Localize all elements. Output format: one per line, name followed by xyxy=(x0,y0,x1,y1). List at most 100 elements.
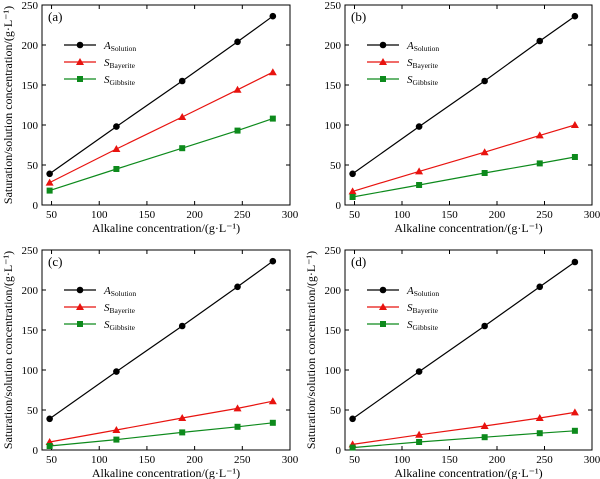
x-tick-label: 250 xyxy=(536,209,553,221)
panel-label: (a) xyxy=(48,9,62,24)
y-tick-label: 200 xyxy=(22,40,39,52)
data-point-gibbsite xyxy=(113,166,120,172)
data-point-solution xyxy=(178,322,186,330)
legend-label-bayerite: SBayerite xyxy=(407,57,439,70)
data-point-bayerite xyxy=(268,397,277,405)
data-point-solution xyxy=(481,77,488,85)
series-line-bayerite xyxy=(49,71,274,184)
y-tick-label: 200 xyxy=(22,285,39,297)
x-tick-label: 50 xyxy=(46,454,58,466)
data-point-solution xyxy=(571,12,579,20)
panel-label: (c) xyxy=(48,254,62,269)
data-point-bayerite xyxy=(178,414,187,421)
data-point-gibbsite xyxy=(46,443,53,449)
panel-label: (d) xyxy=(351,254,366,269)
data-point-gibbsite xyxy=(416,182,423,188)
x-tick-label: 200 xyxy=(186,209,203,221)
x-tick-label: 200 xyxy=(186,454,203,466)
legend-marker xyxy=(76,286,84,294)
panel-a: 50 100 150 200 250 300050100150200250Alkaline… xyxy=(1,0,299,235)
data-point-solution xyxy=(46,170,53,178)
legend-marker xyxy=(77,76,83,82)
x-tick-label: 300 xyxy=(584,454,600,466)
data-point-gibbsite xyxy=(481,434,488,441)
legend-marker xyxy=(380,321,386,327)
legend-marker xyxy=(76,41,84,49)
plot-frame xyxy=(344,4,593,206)
plot-frame xyxy=(41,249,291,451)
data-point-gibbsite xyxy=(179,429,186,436)
y-tick-label: 150 xyxy=(325,80,342,92)
panel-label: (b) xyxy=(351,9,366,24)
x-tick-label: 150 xyxy=(441,454,458,466)
y-tick-label: 150 xyxy=(325,325,342,337)
data-point-solution xyxy=(349,415,356,423)
y-tick-label: 150 xyxy=(22,80,39,92)
y-tick-label: 50 xyxy=(27,160,39,172)
data-point-solution xyxy=(234,283,241,291)
data-point-bayerite xyxy=(112,426,121,433)
data-point-bayerite xyxy=(268,68,277,76)
y-tick-label: 50 xyxy=(330,160,342,172)
data-point-gibbsite xyxy=(269,419,276,426)
data-point-gibbsite xyxy=(46,187,53,194)
data-point-bayerite xyxy=(535,131,544,139)
data-point-gibbsite xyxy=(179,145,186,152)
data-point-solution xyxy=(349,170,356,178)
data-point-solution xyxy=(415,123,423,130)
y-tick-label: 250 xyxy=(325,245,342,257)
x-axis-label: Alkaline concentration/(g·L⁻¹) xyxy=(394,466,542,479)
legend-label-gibbsite: SGibbsite xyxy=(104,74,136,87)
data-point-bayerite xyxy=(535,414,544,421)
x-tick-label: 250 xyxy=(234,454,251,466)
data-point-solution xyxy=(269,257,277,265)
data-point-bayerite xyxy=(112,145,121,152)
plot-frame xyxy=(344,249,593,451)
y-tick-label: 200 xyxy=(325,285,342,297)
y-tick-label: 150 xyxy=(22,325,39,337)
data-point-solution xyxy=(113,368,120,375)
data-point-bayerite xyxy=(45,178,54,186)
data-point-gibbsite xyxy=(234,127,241,134)
data-point-solution xyxy=(269,12,277,20)
legend-label-solution: ASolution xyxy=(406,285,439,298)
data-point-bayerite xyxy=(233,85,242,93)
legend-marker xyxy=(379,303,387,310)
y-tick-label: 250 xyxy=(22,0,39,12)
legend-label-solution: ASolution xyxy=(103,285,136,298)
data-point-gibbsite xyxy=(481,170,488,176)
data-point-bayerite xyxy=(480,422,489,429)
y-tick-label: 0 xyxy=(336,200,342,212)
legend-marker xyxy=(76,58,84,65)
y-tick-label: 100 xyxy=(325,365,342,377)
legend-label-gibbsite: SGibbsite xyxy=(104,319,136,332)
x-tick-label: 50 xyxy=(46,209,58,221)
legend-label-gibbsite: SGibbsite xyxy=(407,319,439,332)
data-point-gibbsite xyxy=(349,444,356,451)
legend-label-bayerite: SBayerite xyxy=(407,302,439,315)
y-tick-label: 50 xyxy=(330,405,342,417)
x-axis-label: Alkaline concentration/(g·L⁻¹) xyxy=(92,466,240,479)
x-tick-label: 150 xyxy=(139,454,156,466)
series-line-bayerite xyxy=(49,400,273,443)
data-point-bayerite xyxy=(570,408,579,416)
y-tick-label: 0 xyxy=(33,200,39,212)
x-axis-label: Alkaline concentration/(g·L⁻¹) xyxy=(92,221,240,235)
data-point-bayerite xyxy=(415,430,424,438)
data-point-bayerite xyxy=(178,113,187,120)
y-tick-label: 100 xyxy=(22,365,39,377)
legend-label-bayerite: SBayerite xyxy=(104,302,136,315)
y-tick-label: 250 xyxy=(325,0,342,12)
legend-marker xyxy=(379,41,387,49)
y-tick-label: 50 xyxy=(27,405,39,417)
data-point-gibbsite xyxy=(269,115,276,122)
legend-marker xyxy=(76,303,84,310)
x-tick-label: 50 xyxy=(349,454,361,466)
data-point-solution xyxy=(415,368,423,375)
legend-marker xyxy=(379,58,387,65)
x-tick-label: 100 xyxy=(91,209,108,221)
legend-label-bayerite: SBayerite xyxy=(104,57,136,70)
y-tick-label: 0 xyxy=(33,445,39,457)
data-point-gibbsite xyxy=(536,160,543,167)
x-tick-label: 250 xyxy=(234,209,251,221)
